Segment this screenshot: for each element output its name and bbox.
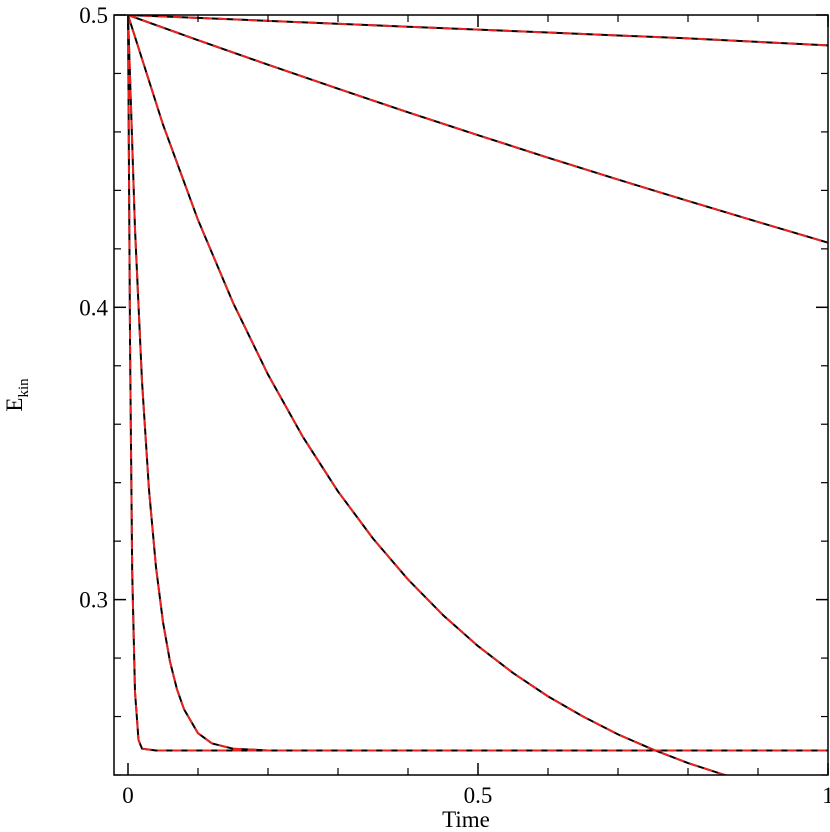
- x-axis-title: Time: [442, 807, 490, 832]
- series-line-2-comparison: [127, 15, 828, 244]
- x-tick-label: 0: [122, 783, 134, 808]
- series-line-2-reference: [127, 15, 828, 244]
- series-line-5-comparison: [127, 15, 828, 752]
- series-line-4-reference: [127, 15, 828, 752]
- y-axis-title-sub: kin: [16, 378, 32, 398]
- x-tick-label: 1: [822, 783, 830, 808]
- y-axis-title: Ekin: [2, 378, 32, 412]
- series-line-3-reference: [127, 15, 729, 775]
- series-line-1-comparison: [127, 15, 828, 47]
- series-line-4-comparison: [127, 15, 828, 752]
- y-tick-label: 0.3: [79, 588, 108, 613]
- series-line-5-reference: [127, 15, 828, 752]
- plot-frame: [113, 14, 829, 776]
- y-tick-label: 0.5: [79, 3, 108, 28]
- y-axis-title-main: E: [2, 398, 27, 412]
- series-line-3-comparison: [127, 15, 729, 775]
- x-tick-label: 0.5: [464, 783, 493, 808]
- y-tick-label: 0.4: [79, 295, 108, 320]
